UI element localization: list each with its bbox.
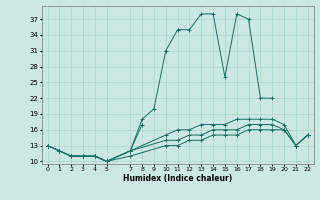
X-axis label: Humidex (Indice chaleur): Humidex (Indice chaleur) — [123, 174, 232, 183]
